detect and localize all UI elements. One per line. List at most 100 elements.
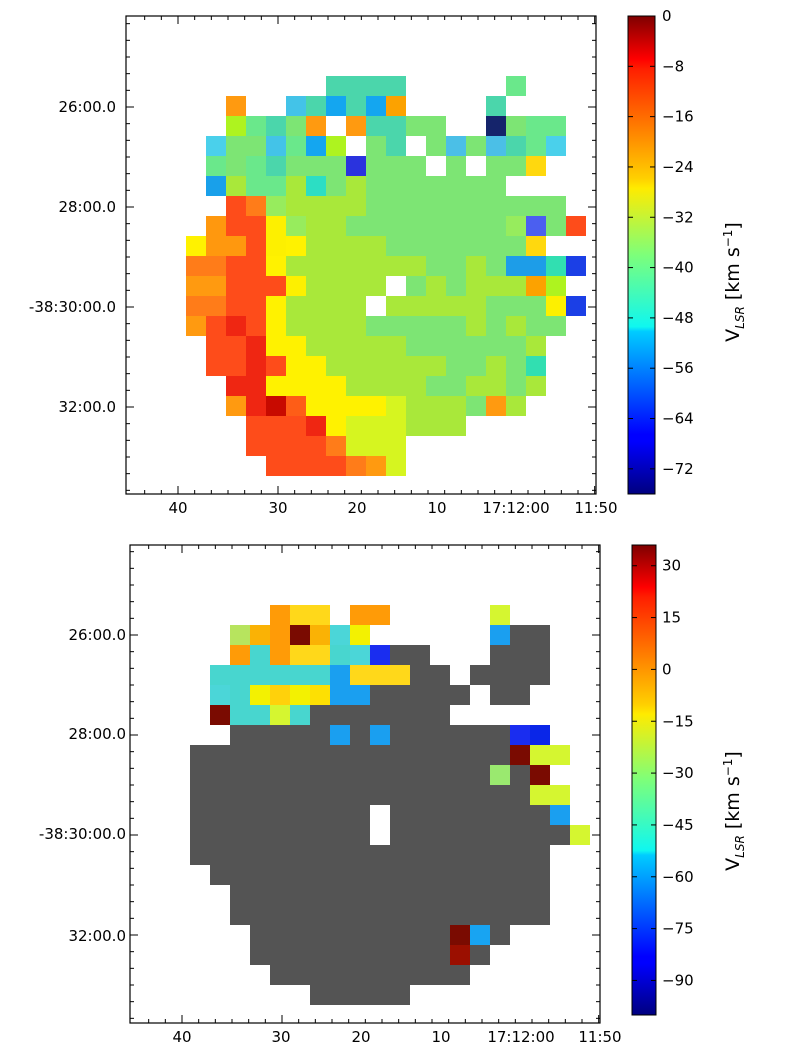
map-pixel — [546, 276, 566, 296]
map-pixel — [510, 865, 530, 885]
map-pixel — [290, 945, 310, 965]
map-pixel — [270, 685, 290, 705]
map-pixel — [490, 765, 510, 785]
top-colorbar-label: VLSR [km s−1] — [721, 222, 747, 342]
map-pixel — [386, 76, 406, 96]
map-pixel — [366, 216, 386, 236]
map-pixel — [326, 436, 346, 456]
map-pixel — [226, 96, 246, 116]
map-pixel — [386, 236, 406, 256]
map-pixel — [250, 785, 270, 805]
map-pixel — [246, 276, 266, 296]
map-pixel — [310, 985, 330, 1005]
map-pixel — [266, 116, 286, 136]
map-pixel — [370, 965, 390, 985]
map-pixel — [430, 765, 450, 785]
map-pixel — [466, 276, 486, 296]
colorbar-tick-label: −8 — [662, 57, 684, 75]
map-pixel — [270, 865, 290, 885]
map-pixel — [266, 296, 286, 316]
map-pixel — [350, 785, 370, 805]
top-map-y-tick-labels: 26:00.0 28:00.0 -38:30:00.0 32:00.0 — [29, 98, 116, 416]
map-pixel — [310, 785, 330, 805]
map-pixel — [230, 645, 250, 665]
map-pixel — [486, 216, 506, 236]
map-pixel — [230, 785, 250, 805]
map-pixel — [426, 316, 446, 336]
x-tick-label: 11:50 — [574, 499, 617, 517]
map-pixel — [470, 845, 490, 865]
map-pixel — [306, 356, 326, 376]
map-pixel — [506, 256, 526, 276]
map-pixel — [390, 645, 410, 665]
map-pixel — [406, 416, 426, 436]
map-pixel — [446, 276, 466, 296]
map-pixel — [486, 196, 506, 216]
map-pixel — [386, 136, 406, 156]
map-pixel — [310, 725, 330, 745]
map-pixel — [186, 296, 206, 316]
map-pixel — [470, 905, 490, 925]
y-tick-label: -38:30:00.0 — [29, 298, 116, 316]
bottom-map-x-tick-labels: 40 30 20 10 17:12:00 11:50 — [172, 1028, 621, 1046]
map-pixel — [266, 256, 286, 276]
map-pixel — [330, 765, 350, 785]
map-pixel — [406, 176, 426, 196]
map-pixel — [526, 296, 546, 316]
map-pixel — [506, 396, 526, 416]
map-pixel — [466, 356, 486, 376]
map-pixel — [210, 805, 230, 825]
map-pixel — [350, 745, 370, 765]
map-pixel — [390, 905, 410, 925]
map-pixel — [490, 685, 510, 705]
map-pixel — [446, 176, 466, 196]
map-pixel — [546, 196, 566, 216]
map-pixel — [270, 925, 290, 945]
map-pixel — [346, 436, 366, 456]
map-pixel — [526, 276, 546, 296]
map-pixel — [450, 905, 470, 925]
map-pixel — [406, 336, 426, 356]
map-pixel — [366, 236, 386, 256]
map-pixel — [426, 216, 446, 236]
map-pixel — [346, 416, 366, 436]
map-pixel — [290, 865, 310, 885]
map-pixel — [350, 645, 370, 665]
map-pixel — [230, 825, 250, 845]
map-pixel — [390, 745, 410, 765]
map-pixel — [310, 645, 330, 665]
colorbar-tick-label: −32 — [662, 208, 694, 226]
map-pixel — [330, 685, 350, 705]
map-pixel — [510, 805, 530, 825]
x-tick-label: 40 — [168, 499, 187, 517]
map-pixel — [306, 196, 326, 216]
map-pixel — [470, 945, 490, 965]
map-pixel — [350, 625, 370, 645]
map-pixel — [306, 96, 326, 116]
map-pixel — [306, 296, 326, 316]
map-pixel — [206, 316, 226, 336]
map-pixel — [246, 356, 266, 376]
map-pixel — [226, 216, 246, 236]
map-pixel — [490, 885, 510, 905]
map-pixel — [466, 316, 486, 336]
x-tick-label: 30 — [271, 1028, 290, 1046]
map-pixel — [210, 665, 230, 685]
map-pixel — [550, 785, 570, 805]
map-pixel — [346, 76, 366, 96]
map-pixel — [430, 825, 450, 845]
map-pixel — [186, 316, 206, 336]
map-pixel — [470, 725, 490, 745]
map-pixel — [426, 116, 446, 136]
map-pixel — [430, 925, 450, 945]
map-pixel — [470, 885, 490, 905]
map-pixel — [486, 376, 506, 396]
map-pixel — [310, 845, 330, 865]
map-pixel — [386, 216, 406, 236]
map-pixel — [330, 785, 350, 805]
map-pixel — [246, 156, 266, 176]
map-pixel — [270, 625, 290, 645]
y-tick-label: 26:00.0 — [58, 98, 116, 116]
map-pixel — [286, 156, 306, 176]
